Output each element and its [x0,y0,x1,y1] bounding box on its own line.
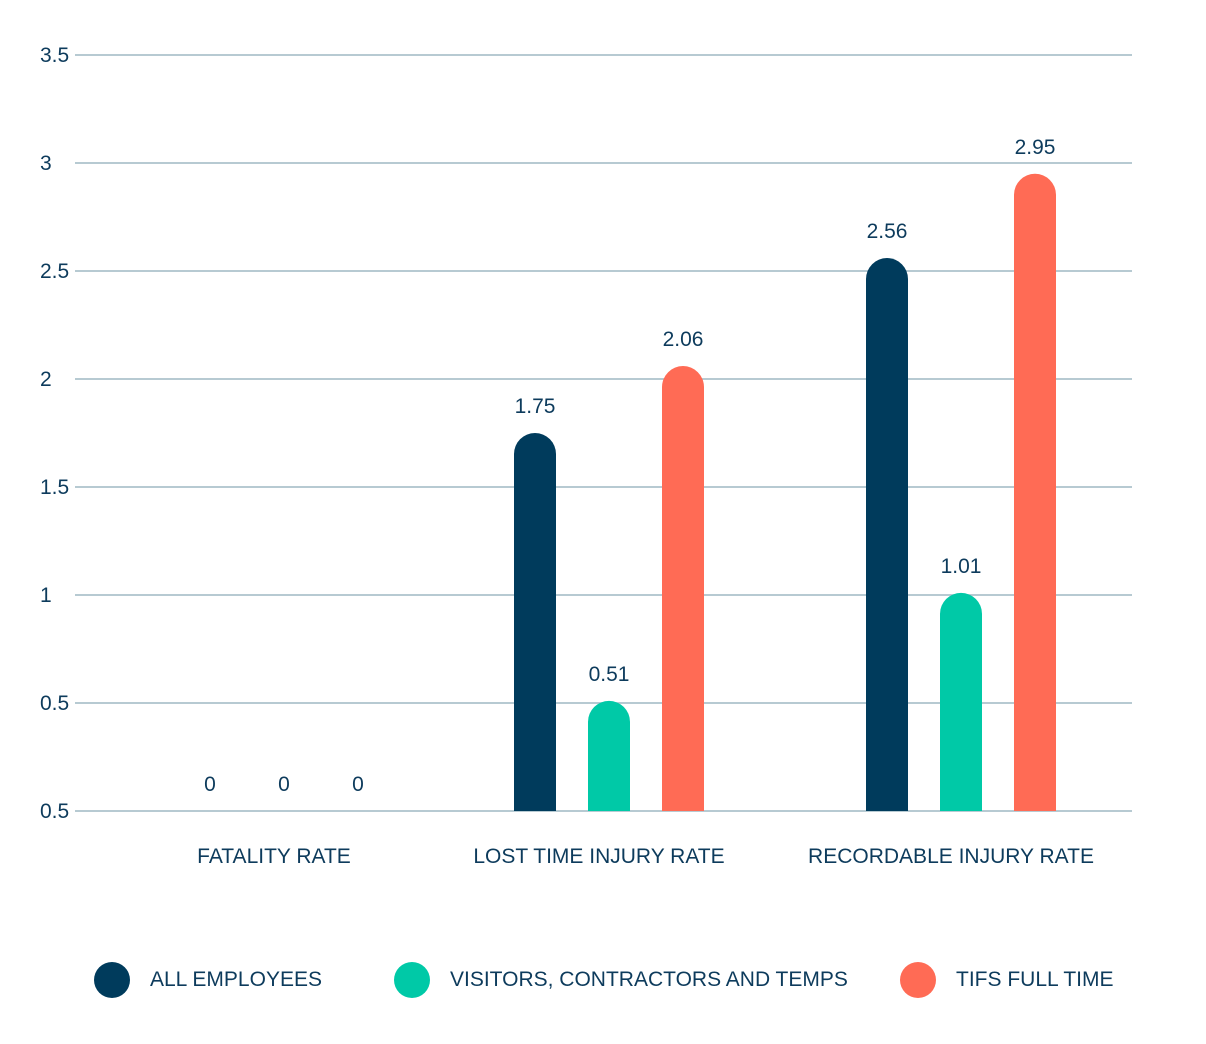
y-tick-label: 3 [40,152,52,175]
category-label: LOST TIME INJURY RATE [473,845,724,868]
legend-label: ALL EMPLOYEES [150,968,322,991]
category-labels: FATALITY RATE LOST TIME INJURY RATE RECORD… [197,845,1094,868]
gridlines [75,54,1132,812]
bar-tifs-full-time-1 [662,366,704,811]
bar-visitors-contractors-and-temps-2 [940,592,982,811]
y-tick-label: 2 [40,368,52,391]
bars [514,173,1056,812]
data-label: 0 [352,773,364,796]
y-axis-ticks: 0.5 0.5 1 1.5 2 2.5 3 3.5 [40,44,69,823]
y-tick-label: 0.5 [40,692,69,715]
data-label: 0.51 [589,663,630,686]
legend-swatch-tifs-full-time [900,962,936,998]
data-labels: 0 0 0 1.75 0.51 2.06 2.56 1.01 2.95 [204,136,1055,796]
bar-all-employees-2 [866,258,908,811]
legend-swatch-all-employees [94,962,130,998]
bar-tifs-full-time-2 [1014,173,1056,812]
legend-label: TIFS FULL TIME [956,968,1114,991]
legend-swatch-visitors [394,962,430,998]
legend-label: VISITORS, CONTRACTORS AND TEMPS [450,968,848,991]
data-label: 0 [278,773,290,796]
legend-item-visitors: VISITORS, CONTRACTORS AND TEMPS [394,960,848,1000]
y-tick-label: 1 [40,584,52,607]
data-label: 2.56 [867,220,908,243]
y-tick-label: 1.5 [40,476,69,499]
y-tick-label: 3.5 [40,44,69,67]
y-tick-label: 2.5 [40,260,69,283]
data-label: 2.95 [1015,136,1056,159]
category-label: RECORDABLE INJURY RATE [808,845,1094,868]
data-label: 1.75 [515,395,556,418]
bar-all-employees-1 [514,433,556,811]
legend: ALL EMPLOYEES VISITORS, CONTRACTORS AND … [0,960,1206,1008]
data-label: 1.01 [941,555,982,578]
data-label: 0 [204,773,216,796]
bar-visitors-contractors-and-temps-1 [588,700,630,811]
category-label: FATALITY RATE [197,845,351,868]
legend-item-tifs-full-time: TIFS FULL TIME [900,960,1114,1000]
data-label: 2.06 [663,328,704,351]
y-tick-label: 0.5 [40,800,69,823]
legend-item-all-employees: ALL EMPLOYEES [94,960,322,1000]
